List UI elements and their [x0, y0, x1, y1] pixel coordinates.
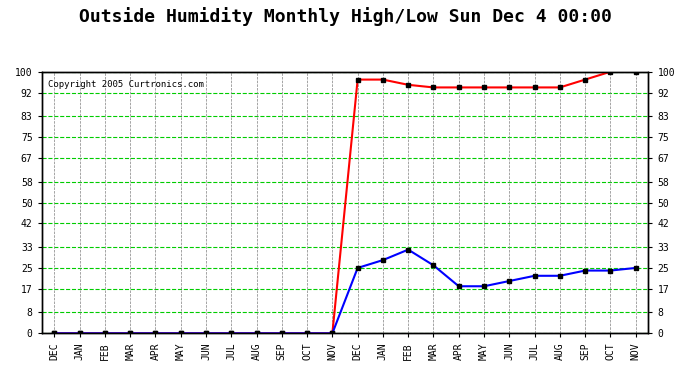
Text: Copyright 2005 Curtronics.com: Copyright 2005 Curtronics.com	[48, 80, 204, 88]
Text: Outside Humidity Monthly High/Low Sun Dec 4 00:00: Outside Humidity Monthly High/Low Sun De…	[79, 8, 611, 27]
